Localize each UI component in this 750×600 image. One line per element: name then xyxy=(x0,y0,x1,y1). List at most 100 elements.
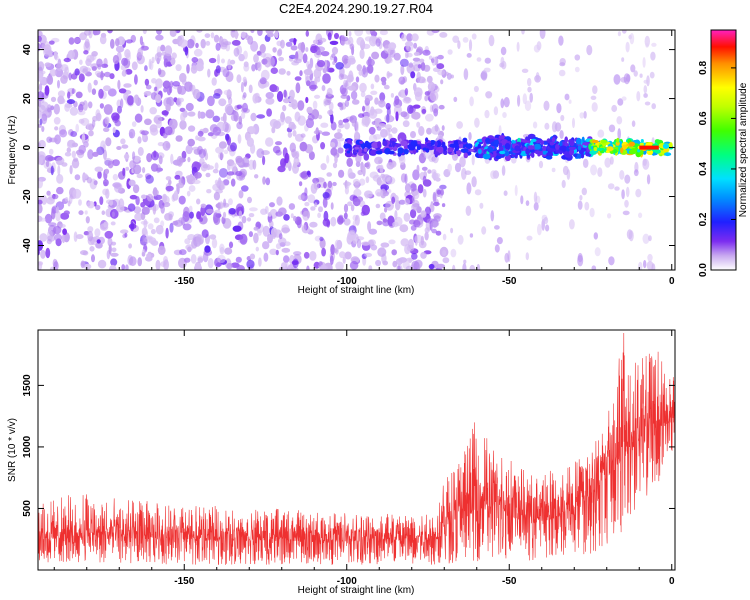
heatmap-cell xyxy=(538,160,544,169)
heatmap-cell xyxy=(537,223,542,236)
heatmap-cell xyxy=(151,151,159,161)
heatmap-cell xyxy=(378,99,386,108)
heatmap-cell xyxy=(210,32,215,39)
heatmap-cell xyxy=(484,57,491,64)
heatmap-cell xyxy=(50,96,57,103)
heatmap-cell xyxy=(313,261,320,269)
heatmap-cell xyxy=(345,79,349,91)
heatmap-cell xyxy=(546,152,552,156)
heatmap-cell xyxy=(496,237,503,245)
heatmap-cell xyxy=(242,156,250,167)
heatmap-cell xyxy=(504,150,510,157)
heatmap-cell xyxy=(326,154,330,164)
heatmap-cell xyxy=(356,239,362,249)
heatmap-cell xyxy=(241,185,249,192)
heatmap-cell xyxy=(295,51,299,61)
heatmap-cell xyxy=(558,35,564,46)
heatmap-cell xyxy=(430,220,440,227)
heatmap-cell xyxy=(520,195,524,205)
heatmap-cell xyxy=(637,148,641,153)
heatmap-cell xyxy=(272,145,281,154)
heatmap-cell xyxy=(215,65,221,74)
heatmap-cell xyxy=(107,88,117,97)
heatmap-cell xyxy=(362,165,366,177)
heatmap-cell xyxy=(54,126,59,131)
heatmap-cell xyxy=(410,183,417,192)
heatmap-cell xyxy=(101,63,109,68)
heatmap-cell xyxy=(132,164,142,175)
heatmap-cell xyxy=(438,104,445,110)
heatmap-cell xyxy=(196,198,201,205)
heatmap-cell xyxy=(51,194,59,200)
heatmap-cell xyxy=(441,141,446,148)
heatmap-cell xyxy=(145,174,154,184)
heatmap-cell xyxy=(270,67,278,74)
heatmap-cell xyxy=(91,51,98,57)
heatmap-cell xyxy=(427,81,435,92)
heatmap-cell xyxy=(111,241,117,246)
heatmap-cell xyxy=(392,260,398,268)
heatmap-cell xyxy=(283,89,287,98)
heatmap-cell xyxy=(319,264,327,270)
heatmap-cell xyxy=(424,231,429,241)
heatmap-cell xyxy=(47,75,54,85)
heatmap-cell xyxy=(517,94,521,107)
heatmap-cell xyxy=(197,130,204,137)
heatmap-cell xyxy=(428,55,433,61)
heatmap-cell xyxy=(533,202,539,211)
heatmap-cell xyxy=(498,142,503,148)
heatmap-cell xyxy=(426,127,432,135)
heatmap-cell xyxy=(236,104,243,109)
heatmap-cell xyxy=(266,32,274,38)
heatmap-cell xyxy=(342,256,346,264)
heatmap-cell xyxy=(607,213,612,219)
heatmap-cell xyxy=(359,178,366,186)
heatmap-cell xyxy=(306,80,311,87)
snr-x-ticks: -150 -100 -50 0 xyxy=(53,330,675,587)
heatmap-cell xyxy=(433,201,440,207)
heatmap-cell xyxy=(249,207,258,212)
heatmap-cell xyxy=(103,179,109,187)
heatmap-cell xyxy=(471,33,477,40)
heatmap-cell xyxy=(262,241,270,250)
heatmap-cell xyxy=(194,261,202,270)
heatmap-cell xyxy=(442,233,447,241)
heatmap-cell xyxy=(221,58,225,64)
heatmap-cell xyxy=(137,136,142,144)
heatmap-cell xyxy=(257,229,262,236)
heatmap-cell xyxy=(41,41,51,51)
heatmap-cell xyxy=(238,210,243,219)
y-tick-label: 0 xyxy=(22,144,33,150)
heatmap-cell xyxy=(140,105,144,113)
heatmap-cell xyxy=(662,147,669,152)
heatmap-cell xyxy=(237,134,242,144)
heatmap-cell xyxy=(54,233,63,242)
heatmap-cell xyxy=(53,225,62,235)
heatmap-cell xyxy=(435,230,442,236)
heatmap-cell xyxy=(364,94,373,102)
heatmap-cell xyxy=(335,261,344,270)
heatmap-cell xyxy=(471,154,475,166)
heatmap-cell xyxy=(288,54,297,60)
heatmap-cell xyxy=(177,84,183,95)
heatmap-cell xyxy=(447,49,453,55)
heatmap-cell xyxy=(617,98,624,106)
heatmap-cell xyxy=(85,216,90,224)
heatmap-cell xyxy=(525,200,530,207)
x-tick-label: -100 xyxy=(337,276,357,287)
heatmap-cell xyxy=(207,258,214,269)
heatmap-cell xyxy=(39,233,48,242)
heatmap-cell xyxy=(276,196,283,206)
y-tick-label: 1000 xyxy=(22,435,33,458)
heatmap-cell xyxy=(424,95,429,102)
heatmap-cell xyxy=(476,57,482,62)
heatmap-cell xyxy=(404,198,411,206)
heatmap-cell xyxy=(391,196,396,204)
heatmap-cell xyxy=(265,97,275,105)
heatmap-cell xyxy=(591,139,599,144)
heatmap-cell xyxy=(596,147,603,152)
heatmap-cell xyxy=(202,164,209,169)
heatmap-cell xyxy=(146,253,152,258)
heatmap-cell xyxy=(434,124,439,132)
heatmap-cell xyxy=(219,243,225,253)
